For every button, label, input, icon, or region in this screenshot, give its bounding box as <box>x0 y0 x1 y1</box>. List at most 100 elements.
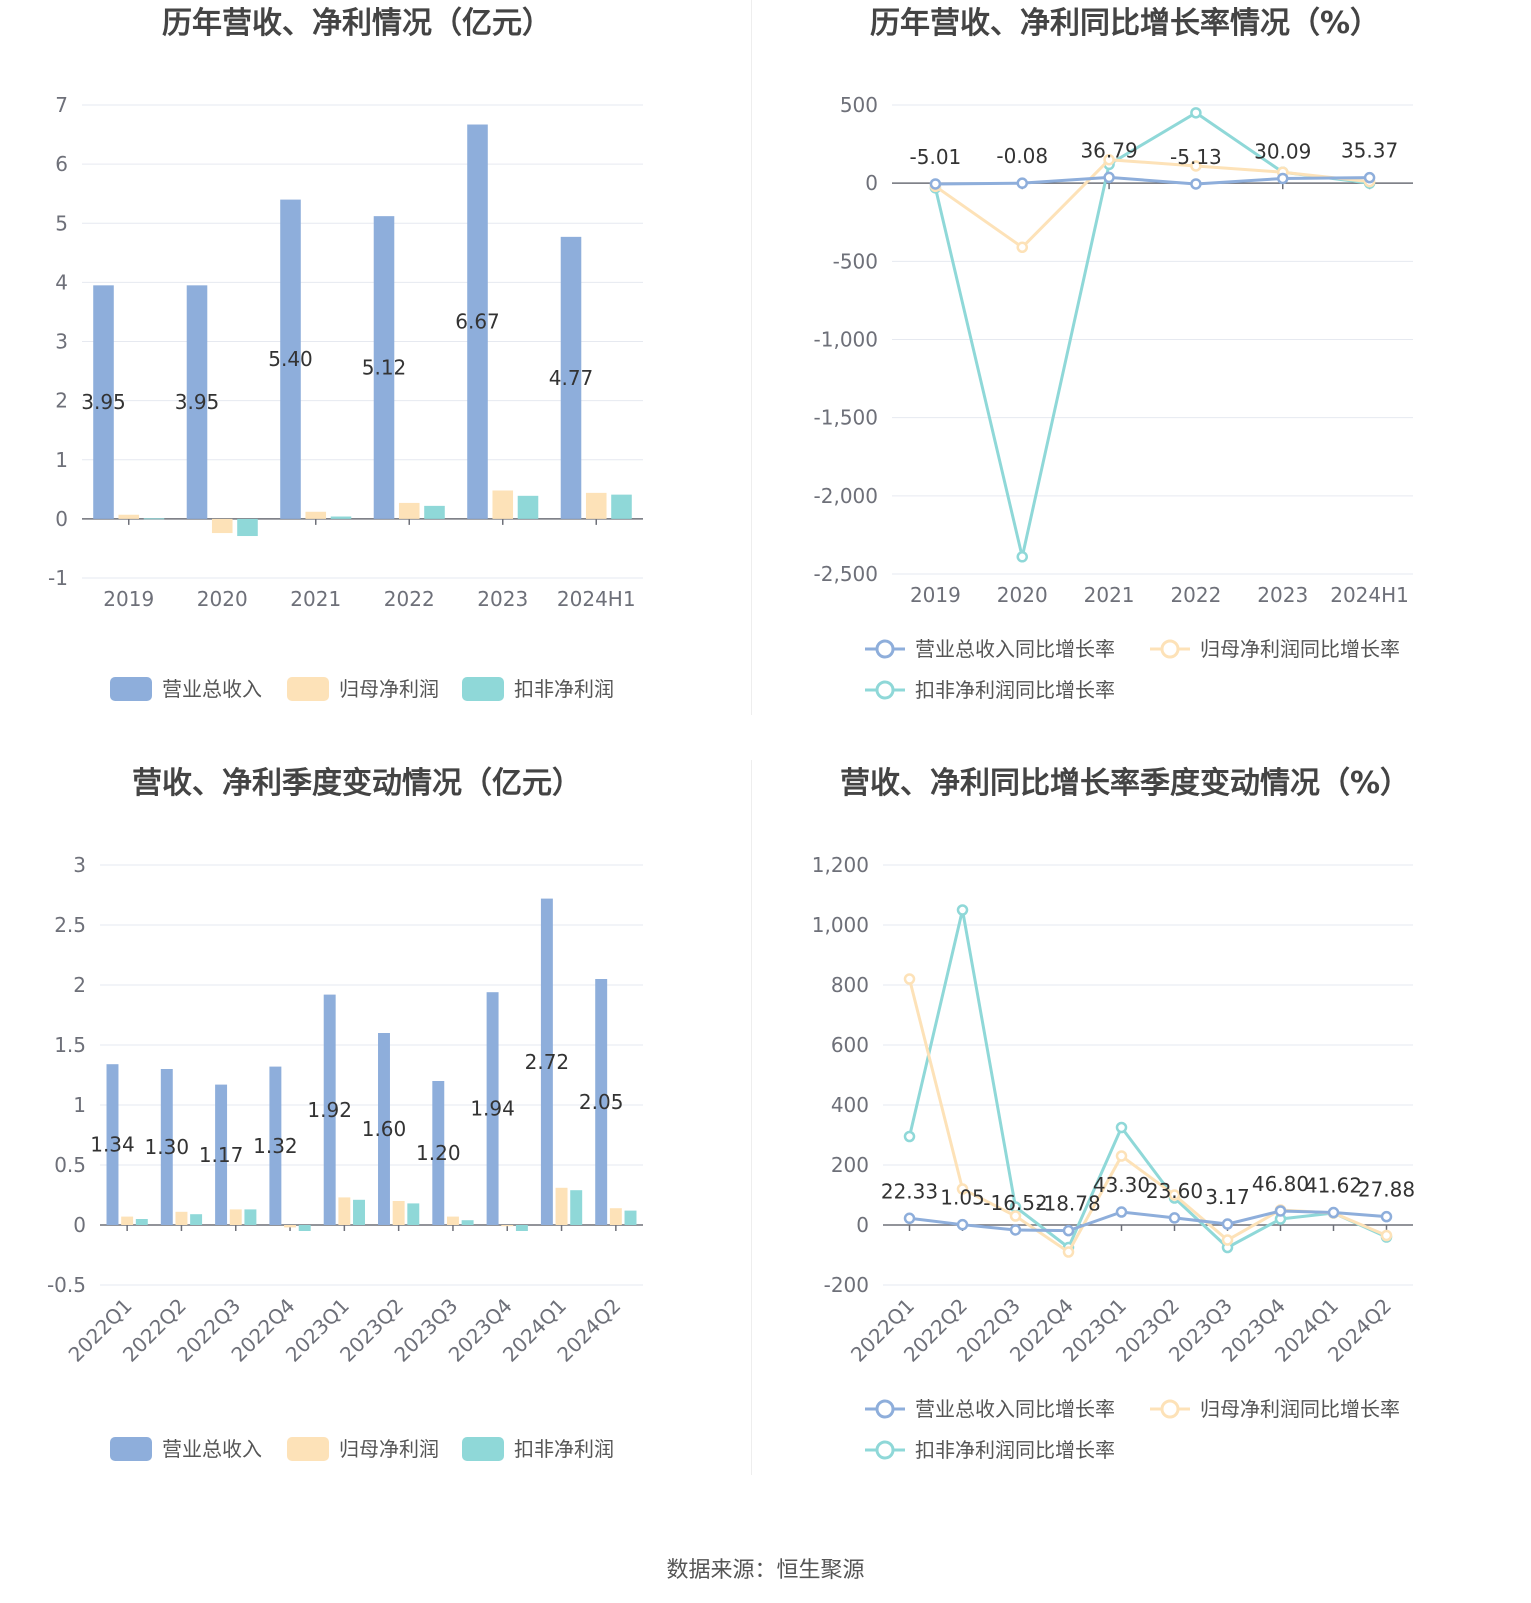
bar-value-label: 2.72 <box>525 1050 570 1074</box>
series-point <box>1327 1206 1340 1219</box>
series-point <box>1168 1189 1181 1201</box>
y-tick-label: 200 <box>831 1153 869 1177</box>
legend-label: 归母净利润同比增长率 <box>1200 1397 1400 1421</box>
series-point <box>1062 1224 1075 1237</box>
y-tick-label: 0 <box>856 1213 869 1237</box>
x-tick-label: 2023 <box>1257 583 1308 607</box>
bar <box>609 1208 622 1225</box>
bar <box>93 285 114 519</box>
legend-label: 归母净利润同比增长率 <box>1200 637 1400 661</box>
x-tick-label: 2024H1 <box>557 587 636 611</box>
y-tick-label: 1.5 <box>54 1033 86 1057</box>
bar-value-label: 1.20 <box>416 1141 461 1165</box>
bar <box>424 505 445 519</box>
y-tick-label: 0 <box>55 507 68 531</box>
series-point <box>1277 172 1289 185</box>
legend-label: 归母净利润 <box>339 677 439 701</box>
bar-value-label: 1.60 <box>362 1117 407 1141</box>
series-point <box>1380 1229 1393 1242</box>
legend-marker <box>875 1399 895 1419</box>
series-point <box>903 973 916 985</box>
series-point <box>1190 178 1202 190</box>
bar <box>540 898 553 1225</box>
line-value-label: -18.78 <box>1036 1192 1100 1216</box>
bar <box>353 1199 365 1225</box>
bar <box>330 516 352 519</box>
legend-swatch <box>462 1437 504 1461</box>
bar <box>570 1190 583 1225</box>
x-tick-label: 2019 <box>103 587 154 611</box>
series-line <box>909 1209 1387 1233</box>
x-tick-label: 2022 <box>1170 583 1221 607</box>
y-tick-label: 2 <box>73 973 86 997</box>
bar <box>118 514 140 519</box>
line-value-label: -5.13 <box>1170 145 1222 169</box>
x-tick-label: 2021 <box>1084 583 1135 607</box>
bar <box>215 1084 228 1225</box>
bar <box>492 490 514 519</box>
quarterly-revenue-profit-chart: 营收、净利季度变动情况（亿元） -0.5 0 0.5 1 1.5 2 2.5 3 2022Q1 2… <box>0 760 750 1500</box>
line-value-label: 1.05 <box>940 1186 985 1210</box>
chart-title: 历年营收、净利情况（亿元） <box>162 6 552 41</box>
y-tick-label: 500 <box>840 93 878 117</box>
bar <box>501 1225 514 1227</box>
series-point <box>1062 1246 1075 1258</box>
bar <box>190 1214 203 1225</box>
bar <box>515 1225 528 1231</box>
bar <box>461 1220 474 1225</box>
bar <box>284 1225 297 1228</box>
y-tick-label: 0 <box>865 171 878 195</box>
y-tick-label: 0 <box>73 1213 86 1237</box>
annual-revenue-profit-svg: 历年营收、净利情况（亿元） -1 0 1 2 3 4 5 6 7 2019 2020 2021 2022… <box>48 6 643 701</box>
series-point <box>1009 1210 1022 1222</box>
series-point <box>1274 1205 1287 1217</box>
y-tick-label: 5 <box>55 211 68 235</box>
legend-label: 扣非净利润 <box>514 677 614 701</box>
annual-growth-rate-chart: 历年营收、净利同比增长率情况（%） -2,500 -2,000 -1,500 -1,0… <box>765 0 1531 740</box>
series-point <box>1380 1210 1393 1223</box>
y-tick-label: 2.5 <box>54 913 86 937</box>
bar <box>121 1216 134 1225</box>
chart-title: 历年营收、净利同比增长率情况（%） <box>870 6 1380 41</box>
x-tick-label: 2021 <box>290 587 341 611</box>
bar <box>398 502 420 519</box>
y-tick-label: -2,500 <box>814 562 878 586</box>
legend-label: 营业总收入同比增长率 <box>915 1397 1115 1421</box>
series-point <box>956 904 969 916</box>
x-tick-label: 2019 <box>910 583 961 607</box>
bar <box>135 1219 148 1225</box>
series-point <box>956 1183 969 1195</box>
y-tick-label: 3 <box>55 330 68 354</box>
legend-label: 扣非净利润同比增长率 <box>915 678 1115 702</box>
y-tick-label: 0.5 <box>54 1153 86 1177</box>
legend-marker <box>875 639 895 659</box>
series-point <box>1016 241 1028 254</box>
chart-title: 营收、净利季度变动情况（亿元） <box>132 766 582 801</box>
bar <box>186 285 208 519</box>
line-value-label: 22.33 <box>881 1179 938 1203</box>
bar <box>269 1066 282 1225</box>
y-tick-label: -1,500 <box>814 406 878 430</box>
bar <box>407 1203 420 1225</box>
y-tick-label: 2 <box>55 389 68 413</box>
bar <box>432 1081 445 1225</box>
legend-marker <box>1160 639 1180 659</box>
y-tick-label: -2,000 <box>814 484 878 508</box>
y-tick-label: 7 <box>55 93 68 117</box>
line-value-label: 3.17 <box>1205 1185 1250 1209</box>
y-tick-label: -1,000 <box>814 328 878 352</box>
y-tick-label: 1,000 <box>812 913 869 937</box>
x-tick-label: 2020 <box>197 587 248 611</box>
bar <box>229 1209 242 1225</box>
quarterly-growth-rate-svg: 营收、净利同比增长率季度变动情况（%） -200 0 200 400 600 800 1,0… <box>812 766 1415 1462</box>
y-tick-label: 800 <box>831 973 869 997</box>
legend-label: 扣非净利润 <box>514 1437 614 1461</box>
x-tick-label: 2022 <box>384 587 435 611</box>
chart-title: 营收、净利同比增长率季度变动情况（%） <box>840 766 1410 801</box>
bar <box>555 1187 568 1225</box>
vertical-divider-bottom <box>751 760 752 1475</box>
series-point <box>903 1130 916 1143</box>
bar <box>585 492 607 519</box>
bar-value-label: 1.17 <box>199 1143 244 1167</box>
legend-marker <box>1160 1399 1180 1419</box>
